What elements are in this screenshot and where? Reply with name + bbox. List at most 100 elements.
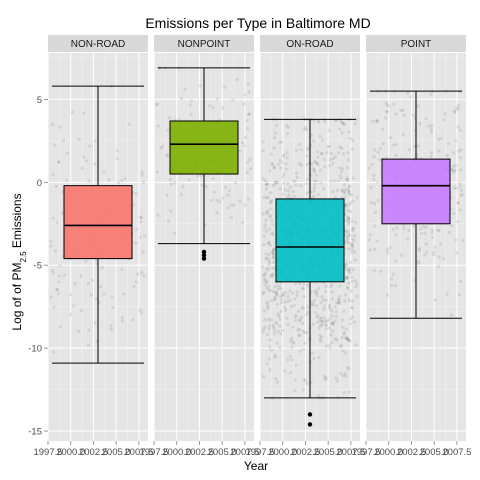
jitter-point [99,285,103,289]
jitter-point [196,174,200,178]
y-axis: 5 0 -5 -10 -15 [28,95,48,438]
jitter-point [331,161,335,166]
jitter-point [77,137,81,141]
jitter-point [460,193,464,197]
jitter-point [385,293,390,297]
jitter-point [347,185,351,189]
jitter-point [301,329,305,333]
jitter-point [345,177,349,181]
jitter-point [391,143,395,147]
jitter-point [322,375,327,379]
jitter-point [123,177,127,181]
jitter-point [319,317,323,321]
jitter-point [320,323,324,327]
jitter-point [179,192,183,197]
jitter-point [348,184,352,188]
jitter-point [204,184,209,188]
jitter-point [445,153,449,157]
jitter-point [439,136,443,141]
jitter-point [318,323,323,327]
jitter-point [452,211,456,216]
jitter-point [86,281,90,285]
facet-strip [260,35,360,52]
jitter-point [312,194,316,198]
jitter-point [226,206,230,210]
jitter-point [335,338,339,342]
jitter-point [235,78,239,82]
jitter-point [273,297,277,301]
jitter-point [57,160,61,164]
jitter-point [333,305,337,309]
jitter-point [347,366,351,371]
jitter-point [373,148,377,152]
jitter-point [350,279,354,284]
jitter-point [240,141,245,145]
jitter-point [279,140,284,144]
jitter-point [367,166,371,170]
jitter-point [248,167,253,171]
jitter-point [394,233,398,237]
jitter-point [344,276,348,280]
jitter-point [181,184,185,189]
jitter-point [353,250,357,254]
jitter-point [50,122,55,127]
jitter-point [346,337,350,342]
jitter-point [339,169,344,173]
jitter-point [265,210,269,214]
jitter-point [199,173,203,178]
jitter-point [315,161,319,165]
jitter-point [85,159,89,163]
jitter-point [269,198,274,202]
jitter-point [278,345,282,349]
jitter-point [311,302,315,307]
jitter-point [292,194,297,198]
jitter-point [109,327,114,331]
jitter-point [373,210,378,215]
jitter-point [272,136,277,140]
jitter-point [262,234,266,238]
jitter-point [429,130,434,134]
jitter-point [348,322,352,326]
jitter-point [303,341,307,345]
jitter-point [458,168,463,172]
jitter-point [337,298,341,302]
facet-strip [48,35,148,52]
jitter-point [298,333,302,337]
jitter-point [430,123,434,127]
jitter-point [378,147,383,151]
jitter-point [275,302,279,306]
jitter-point [346,365,350,369]
jitter-point [344,374,348,378]
jitter-point [140,173,144,177]
y-tick-label: 0 [37,178,42,189]
jitter-point [346,230,350,234]
jitter-point [350,244,354,248]
jitter-point [277,314,281,318]
jitter-point [344,351,348,355]
jitter-point [316,192,320,197]
jitter-point [326,145,330,149]
jitter-point [375,119,379,124]
jitter-point [340,336,344,340]
jitter-point [347,216,351,221]
jitter-point [263,318,267,322]
jitter-point [271,248,276,252]
jitter-point [291,291,295,296]
jitter-point [331,329,335,333]
jitter-point [456,103,460,107]
jitter-point [347,222,351,226]
x-tick-label: 1997.5 [33,447,62,458]
jitter-point [61,139,65,143]
jitter-point [283,369,287,373]
jitter-point [330,314,334,318]
jitter-point [58,264,62,268]
jitter-point [455,251,459,255]
jitter-point [187,178,191,182]
jitter-point [334,376,338,381]
jitter-point [300,305,304,309]
jitter-point [324,284,328,288]
jitter-point [351,268,355,272]
jitter-point [314,310,318,315]
jitter-point [139,220,143,224]
